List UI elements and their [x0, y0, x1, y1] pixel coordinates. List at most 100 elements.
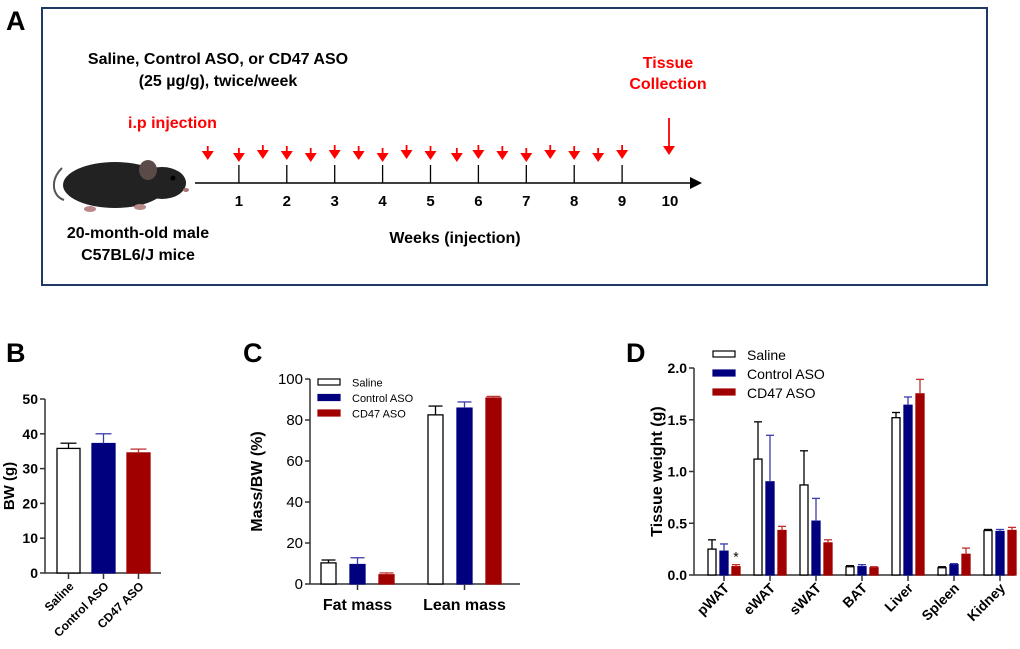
bar [949, 564, 959, 576]
legend-label: Saline [747, 347, 786, 363]
injection-arrow-icon [201, 151, 214, 160]
x-tick-label: BAT [839, 579, 870, 610]
timeline-marks: 1 2 3 4 5 6 7 8 9 10 [201, 118, 679, 210]
bar [731, 566, 741, 576]
bar [320, 562, 337, 585]
bar [349, 563, 366, 585]
panel-b-label: B [6, 338, 26, 368]
bar [753, 458, 763, 576]
panel-c-label: C [243, 338, 263, 368]
legend-swatch [317, 393, 341, 402]
week-label: 1 [235, 193, 243, 210]
bar [857, 566, 867, 576]
bar [823, 542, 833, 576]
injection-arrow-icon [472, 150, 485, 159]
legend-label: Saline [352, 378, 383, 390]
panel-a: A Saline, Control ASO, or CD47 ASO (25 µ… [6, 6, 988, 286]
bar [937, 567, 947, 576]
bar [765, 481, 775, 576]
bar [126, 452, 151, 574]
week-label: 10 [662, 193, 679, 210]
bar [56, 447, 81, 574]
bar [811, 520, 821, 576]
injection-arrow-icon [328, 150, 341, 159]
week-label: 6 [474, 193, 482, 210]
bar [378, 574, 395, 585]
bar [995, 530, 1005, 576]
y-axis-label: Tissue weight (g) [649, 406, 666, 536]
y-tick-label: 60 [286, 453, 303, 470]
timeline-arrowhead [690, 177, 702, 189]
bar [719, 550, 729, 576]
mouse-line-1: 20-month-old male [67, 225, 209, 242]
y-tick-label: 20 [22, 495, 38, 511]
panel-a-frame [41, 7, 988, 286]
y-tick-label: 100 [278, 371, 303, 388]
bar [777, 529, 787, 576]
injection-label: i.p injection [128, 115, 217, 132]
bar [91, 442, 116, 574]
legend-label: Control ASO [747, 366, 825, 382]
week-label: 3 [331, 193, 339, 210]
injection-arrow-icon [520, 153, 533, 162]
y-tick-label: 0 [295, 576, 303, 593]
y-tick-label: 20 [286, 535, 303, 552]
y-tick-label: 0.5 [668, 515, 688, 531]
legend-swatch [712, 369, 736, 377]
bar [891, 417, 901, 576]
injection-arrow-icon [616, 150, 629, 159]
y-tick-label: 1.0 [668, 464, 688, 480]
injection-arrow-icon [400, 150, 413, 159]
treatment-line-1: Saline, Control ASO, or CD47 ASO [88, 51, 348, 68]
collection-arrow-icon [663, 146, 675, 155]
x-tick-label: sWAT [786, 579, 824, 617]
injection-arrow-icon [424, 151, 437, 160]
injection-arrow-icon [496, 151, 509, 160]
bar [707, 548, 717, 576]
chart-d: 0.0 0.5 1.0 1.5 2.0 Tissue weight (g) *pWAT eWA… [649, 347, 1017, 624]
bar [845, 566, 855, 576]
y-axis-label: BW (g) [1, 462, 18, 510]
y-tick-label: 30 [22, 461, 38, 477]
bar [799, 484, 809, 576]
week-label: 7 [522, 193, 530, 210]
week-label: 9 [618, 193, 626, 210]
bar [485, 397, 502, 585]
bar [983, 529, 993, 576]
week-label: 8 [570, 193, 578, 210]
chart-c: 0 20 40 60 80 100 Mass/BW (%) Fat mass Lean mass… [249, 371, 520, 614]
injection-arrow-icon [568, 151, 581, 160]
injection-arrow-icon [592, 153, 605, 162]
legend-swatch [712, 350, 736, 358]
panel-d-label: D [626, 338, 646, 368]
injection-arrow-icon [376, 153, 389, 162]
y-tick-label: 2.0 [668, 360, 688, 376]
y-tick-label: 40 [286, 494, 303, 511]
x-tick-label: Fat mass [323, 597, 392, 614]
legend-swatch [317, 409, 341, 417]
timeline-axis-label: Weeks (injection) [389, 230, 520, 247]
y-tick-label: 40 [22, 426, 38, 442]
panel-a-label: A [6, 6, 26, 36]
x-tick-label: eWAT [740, 579, 778, 617]
y-tick-label: 80 [286, 412, 303, 429]
y-tick-label: 0 [30, 565, 38, 581]
legend-label: CD47 ASO [352, 409, 406, 421]
legend-swatch [317, 378, 341, 386]
bar [456, 407, 473, 585]
y-tick-label: 50 [22, 391, 38, 407]
week-label: 4 [378, 193, 387, 210]
week-label: 2 [283, 193, 291, 210]
y-tick-label: 0.0 [668, 567, 688, 583]
collection-line-2: Collection [629, 76, 706, 93]
y-tick-label: 1.5 [668, 412, 688, 428]
treatment-line-2: (25 µg/g), twice/week [139, 73, 298, 90]
x-tick-label: Liver [881, 579, 916, 614]
injection-arrow-icon [304, 153, 317, 162]
injection-arrow-icon [232, 153, 245, 162]
bar [961, 553, 971, 576]
mouse-line-2: C57BL6/J mice [81, 247, 195, 264]
y-tick-label: 10 [22, 530, 38, 546]
